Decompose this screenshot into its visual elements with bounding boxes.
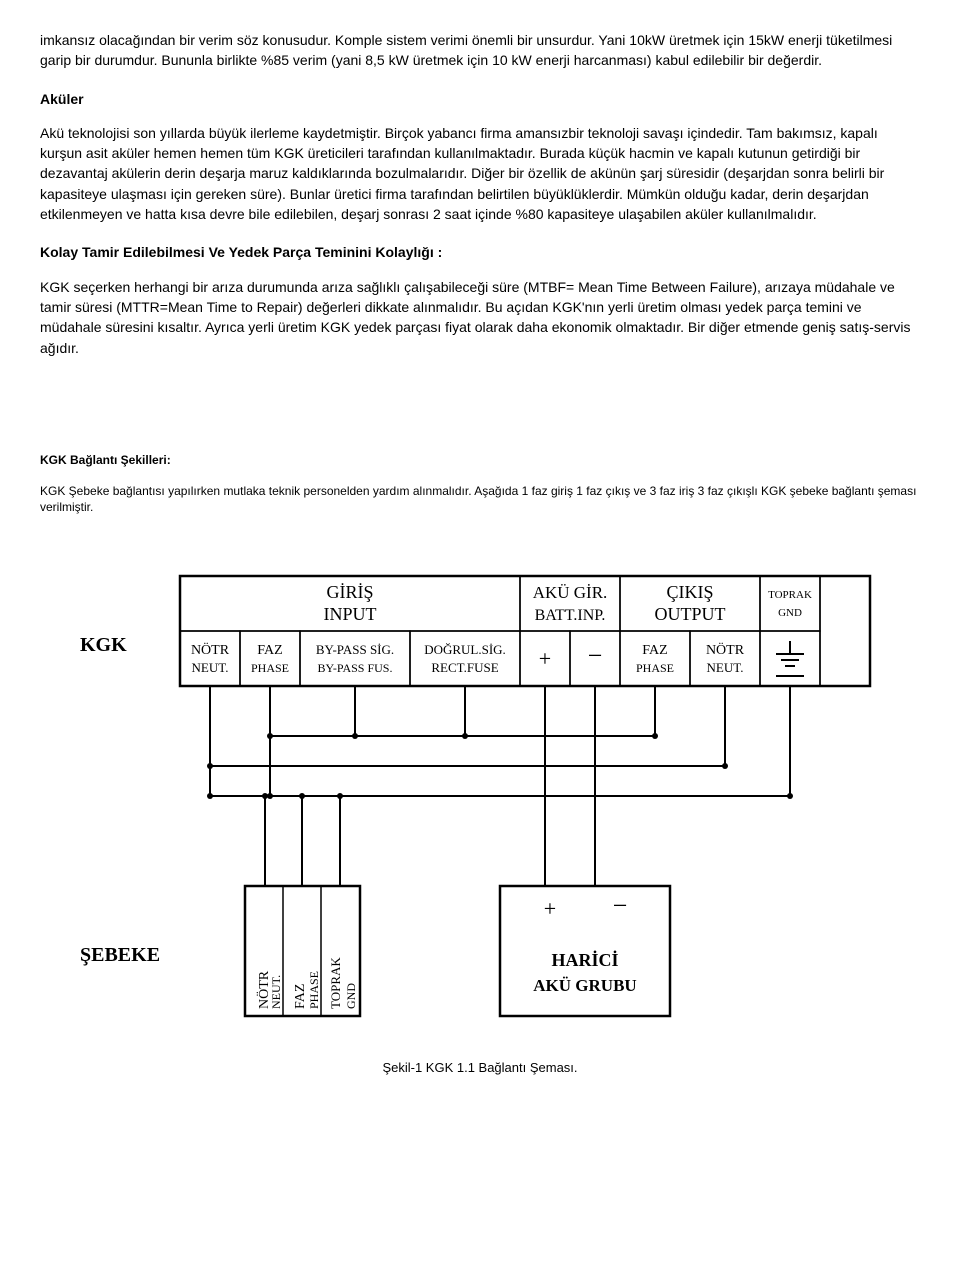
- svg-text:GND: GND: [778, 607, 802, 619]
- body-paragraph-2: Akü teknolojisi son yıllarda büyük ilerl…: [40, 123, 920, 224]
- svg-text:PHASE: PHASE: [251, 661, 289, 675]
- svg-text:NEUT.: NEUT.: [192, 660, 229, 675]
- body-paragraph-1: imkansız olacağından bir verim söz konus…: [40, 30, 920, 71]
- svg-text:GND: GND: [344, 983, 358, 1009]
- svg-text:FAZ: FAZ: [642, 643, 667, 658]
- svg-text:RECT.FUSE: RECT.FUSE: [431, 660, 498, 675]
- svg-text:FAZ: FAZ: [293, 984, 308, 1009]
- label-sebeke: ŞEBEKE: [80, 944, 160, 966]
- svg-text:PHASE: PHASE: [307, 971, 321, 1009]
- svg-text:INPUT: INPUT: [324, 604, 377, 624]
- body-paragraph-4: KGK Şebeke bağlantısı yapılırken mutlaka…: [40, 483, 920, 517]
- svg-text:PHASE: PHASE: [636, 661, 674, 675]
- svg-text:GİRİŞ: GİRİŞ: [326, 582, 373, 602]
- svg-text:NEUT.: NEUT.: [707, 660, 744, 675]
- svg-text:AKÜ GİR.: AKÜ GİR.: [533, 583, 608, 602]
- heading-baglanti: KGK Bağlantı Şekilleri:: [40, 452, 920, 469]
- label-kgk: KGK: [80, 634, 127, 656]
- svg-text:TOPRAK: TOPRAK: [328, 957, 343, 1009]
- svg-text:OUTPUT: OUTPUT: [655, 604, 726, 624]
- svg-text:BATT.INP.: BATT.INP.: [535, 607, 606, 624]
- body-paragraph-3: KGK seçerken herhangi bir arıza durumund…: [40, 277, 920, 358]
- svg-text:FAZ: FAZ: [257, 643, 282, 658]
- svg-text:−: −: [588, 641, 603, 670]
- svg-text:+: +: [539, 646, 551, 671]
- svg-text:AKÜ GRUBU: AKÜ GRUBU: [533, 976, 636, 995]
- svg-text:HARİCİ: HARİCİ: [551, 950, 618, 970]
- connection-diagram: KGK ŞEBEKE GİRİŞ INPUT AKÜ GİR. BATT.INP…: [70, 566, 890, 1029]
- svg-text:DOĞRUL.SİG.: DOĞRUL.SİG.: [424, 642, 506, 657]
- svg-text:BY-PASS FUS.: BY-PASS FUS.: [318, 661, 393, 675]
- svg-text:TOPRAK: TOPRAK: [768, 589, 812, 601]
- svg-text:+: +: [544, 896, 556, 921]
- svg-text:NÖTR: NÖTR: [706, 641, 745, 658]
- svg-text:NEUT.: NEUT.: [269, 975, 283, 1009]
- svg-text:BY-PASS SİG.: BY-PASS SİG.: [316, 642, 394, 657]
- figure-caption: Şekil-1 KGK 1.1 Bağlantı Şeması.: [40, 1059, 920, 1078]
- svg-text:NÖTR: NÖTR: [191, 641, 230, 658]
- heading-tamir: Kolay Tamir Edilebilmesi Ve Yedek Parça …: [40, 242, 920, 262]
- heading-akuler: Aküler: [40, 89, 920, 109]
- svg-text:ÇIKIŞ: ÇIKIŞ: [666, 582, 713, 602]
- svg-text:−: −: [613, 891, 628, 920]
